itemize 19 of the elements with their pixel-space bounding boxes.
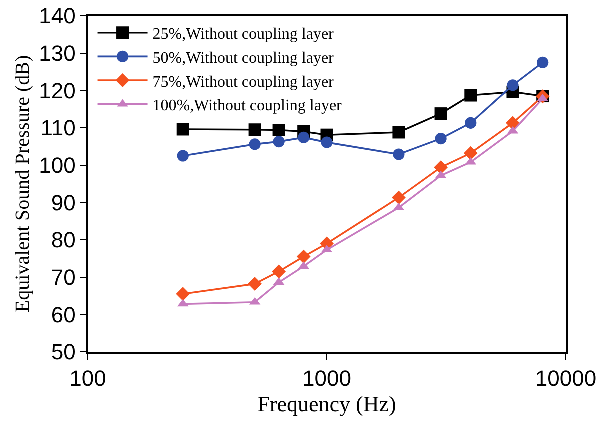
y-tick-label: 70: [51, 265, 76, 290]
y-tick-label: 120: [39, 78, 76, 104]
x-axis-title: Frequency (Hz): [258, 392, 396, 417]
y-tick-label: 80: [51, 228, 76, 253]
legend-label: 50%,Without coupling layer: [152, 50, 335, 67]
y-tick-label: 100: [39, 153, 76, 178]
y-tick-label: 140: [39, 4, 76, 29]
legend-label: 75%,Without coupling layer: [152, 74, 335, 91]
y-axis-title: Equivalent Sound Pressure (dB): [12, 55, 34, 313]
y-tick-label: 90: [51, 190, 76, 216]
x-tick-label: 10000: [535, 366, 597, 392]
y-tick-label: 60: [51, 302, 76, 328]
y-tick-label: 110: [40, 116, 76, 141]
y-tick-label: 50: [51, 340, 76, 365]
x-tick-label: 100: [70, 366, 106, 392]
x-tick-label: 1000: [302, 366, 352, 392]
legend-label: 25%,Without coupling layer: [152, 26, 335, 44]
y-tick-label: 130: [39, 41, 76, 66]
legend-label: 100%,Without coupling layer: [152, 98, 343, 115]
